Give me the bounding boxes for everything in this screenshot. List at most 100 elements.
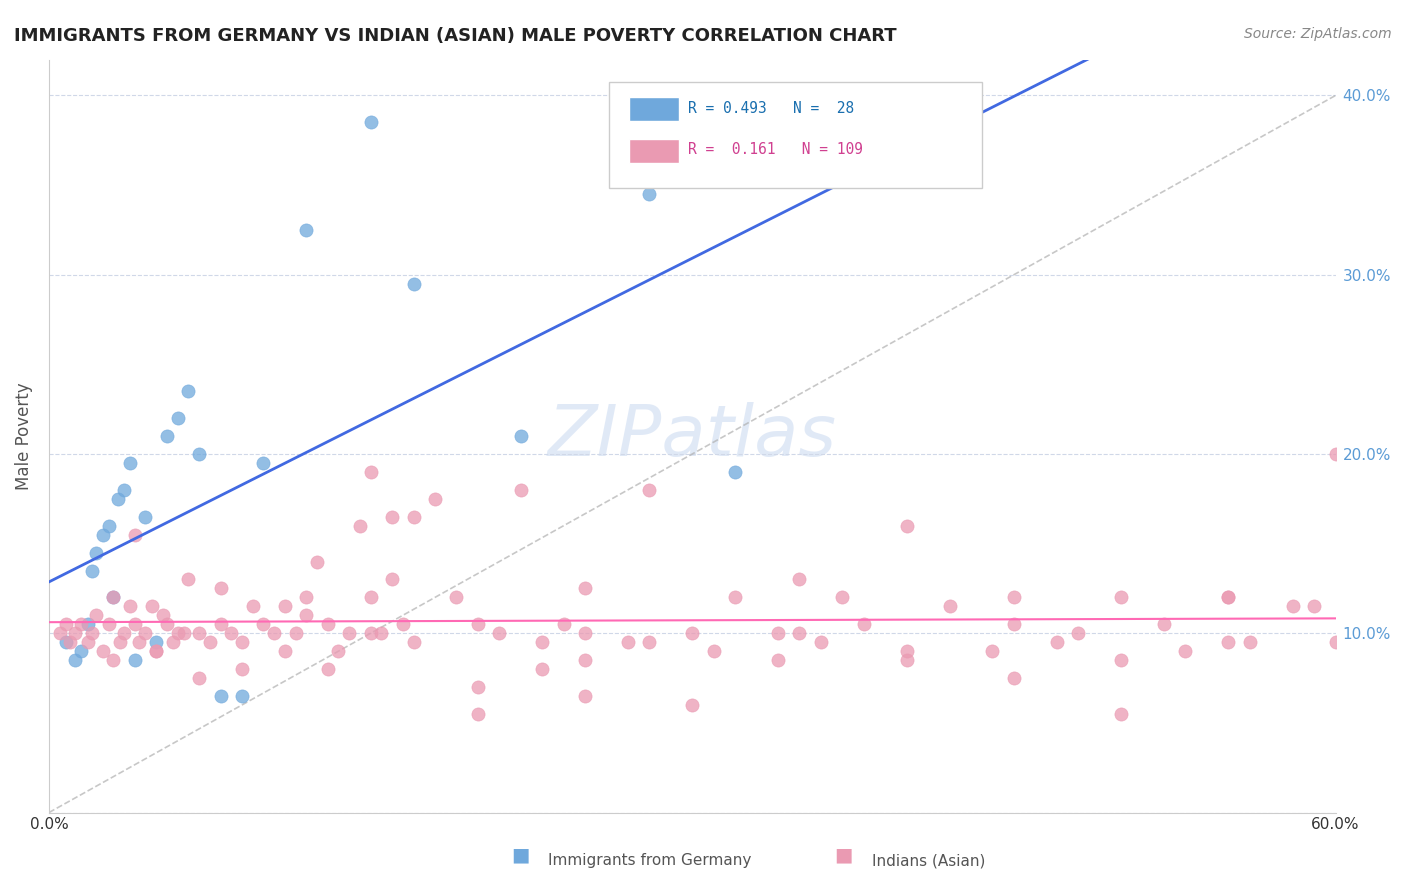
- Point: [574, 653, 596, 667]
- Point: [402, 635, 425, 649]
- Point: [48, 626, 70, 640]
- Point: [295, 608, 318, 623]
- Point: [59, 635, 82, 649]
- Text: R = 0.493   N =  28: R = 0.493 N = 28: [689, 101, 855, 116]
- Point: [328, 644, 350, 658]
- Point: [896, 644, 918, 658]
- Point: [120, 599, 142, 614]
- Point: [423, 491, 446, 506]
- Point: [55, 617, 77, 632]
- Point: [91, 527, 114, 541]
- Point: [112, 626, 135, 640]
- Point: [103, 653, 125, 667]
- Point: [789, 573, 811, 587]
- FancyBboxPatch shape: [630, 138, 679, 162]
- Point: [531, 662, 554, 676]
- Point: [1239, 635, 1261, 649]
- Point: [349, 518, 371, 533]
- Text: ZIPatlas: ZIPatlas: [548, 401, 837, 471]
- Point: [63, 653, 86, 667]
- Point: [360, 465, 382, 479]
- Point: [209, 689, 232, 703]
- Point: [252, 617, 274, 632]
- Point: [1067, 626, 1090, 640]
- Point: [98, 617, 121, 632]
- Point: [360, 115, 382, 129]
- Point: [1109, 591, 1132, 605]
- Point: [120, 456, 142, 470]
- Point: [467, 706, 489, 721]
- Point: [509, 429, 531, 443]
- Point: [166, 411, 188, 425]
- Text: Source: ZipAtlas.com: Source: ZipAtlas.com: [1244, 27, 1392, 41]
- Point: [162, 635, 184, 649]
- Point: [574, 626, 596, 640]
- Point: [938, 599, 960, 614]
- Point: [188, 626, 211, 640]
- Point: [488, 626, 510, 640]
- Point: [638, 483, 661, 497]
- Point: [1303, 599, 1326, 614]
- Point: [831, 591, 853, 605]
- Point: [295, 591, 318, 605]
- Point: [124, 617, 146, 632]
- Point: [70, 644, 93, 658]
- Point: [108, 635, 131, 649]
- Point: [724, 591, 747, 605]
- Point: [1218, 591, 1240, 605]
- Point: [681, 698, 703, 712]
- Point: [156, 617, 179, 632]
- Point: [84, 608, 107, 623]
- Point: [703, 644, 725, 658]
- Point: [467, 617, 489, 632]
- Point: [1174, 644, 1197, 658]
- Point: [509, 483, 531, 497]
- Point: [360, 591, 382, 605]
- Point: [402, 277, 425, 291]
- Point: [76, 635, 98, 649]
- Text: ■: ■: [510, 846, 530, 864]
- Point: [896, 653, 918, 667]
- Point: [1046, 635, 1069, 649]
- Point: [766, 626, 789, 640]
- Point: [446, 591, 468, 605]
- Point: [124, 527, 146, 541]
- Point: [1109, 706, 1132, 721]
- Text: Indians (Asian): Indians (Asian): [872, 854, 986, 868]
- Point: [1218, 635, 1240, 649]
- Text: IMMIGRANTS FROM GERMANY VS INDIAN (ASIAN) MALE POVERTY CORRELATION CHART: IMMIGRANTS FROM GERMANY VS INDIAN (ASIAN…: [14, 27, 897, 45]
- Point: [145, 644, 167, 658]
- Point: [84, 546, 107, 560]
- Point: [316, 617, 339, 632]
- Point: [63, 626, 86, 640]
- Point: [177, 573, 200, 587]
- Point: [263, 626, 285, 640]
- Point: [274, 644, 297, 658]
- Point: [284, 626, 307, 640]
- Point: [80, 564, 103, 578]
- Point: [1153, 617, 1175, 632]
- Point: [103, 591, 125, 605]
- Point: [1218, 591, 1240, 605]
- Point: [1281, 599, 1303, 614]
- Point: [231, 662, 253, 676]
- Text: R =  0.161   N = 109: R = 0.161 N = 109: [689, 143, 863, 158]
- Point: [724, 465, 747, 479]
- Point: [305, 555, 328, 569]
- Point: [80, 626, 103, 640]
- Point: [98, 518, 121, 533]
- Point: [107, 491, 129, 506]
- Point: [1109, 653, 1132, 667]
- Point: [1324, 447, 1347, 461]
- Point: [810, 635, 832, 649]
- Point: [360, 626, 382, 640]
- Point: [209, 617, 232, 632]
- Point: [166, 626, 188, 640]
- Point: [337, 626, 360, 640]
- Point: [295, 223, 318, 237]
- FancyBboxPatch shape: [609, 82, 981, 187]
- Point: [981, 644, 1004, 658]
- FancyBboxPatch shape: [630, 97, 679, 121]
- Point: [617, 635, 640, 649]
- Point: [316, 662, 339, 676]
